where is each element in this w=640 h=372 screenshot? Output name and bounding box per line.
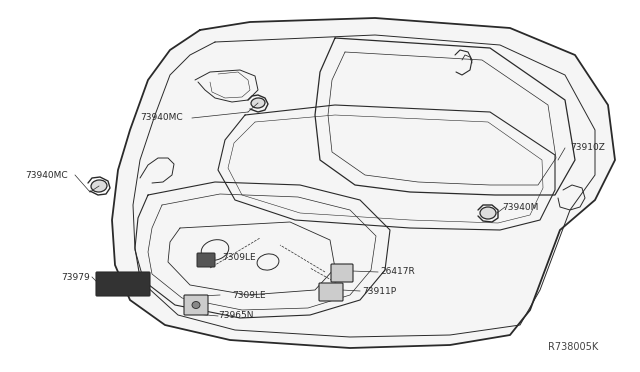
Text: 7309LE: 7309LE <box>222 253 255 263</box>
Polygon shape <box>112 18 615 348</box>
Text: 73940MC: 73940MC <box>140 113 183 122</box>
Ellipse shape <box>192 301 200 308</box>
Text: 73940MC: 73940MC <box>26 170 68 180</box>
Text: 73910Z: 73910Z <box>570 144 605 153</box>
FancyBboxPatch shape <box>319 283 343 301</box>
Text: 73940M: 73940M <box>502 202 538 212</box>
Ellipse shape <box>251 98 265 108</box>
FancyBboxPatch shape <box>331 264 353 282</box>
Text: R738005K: R738005K <box>548 342 598 352</box>
Ellipse shape <box>91 180 107 192</box>
Ellipse shape <box>480 207 496 219</box>
Text: 26417R: 26417R <box>380 267 415 276</box>
FancyBboxPatch shape <box>96 272 150 296</box>
Text: 73979: 73979 <box>61 273 90 282</box>
FancyBboxPatch shape <box>197 253 215 267</box>
FancyBboxPatch shape <box>184 295 208 315</box>
Text: 73965N: 73965N <box>218 311 253 321</box>
Text: 7309LE: 7309LE <box>232 291 266 299</box>
Text: 73911P: 73911P <box>362 286 396 295</box>
